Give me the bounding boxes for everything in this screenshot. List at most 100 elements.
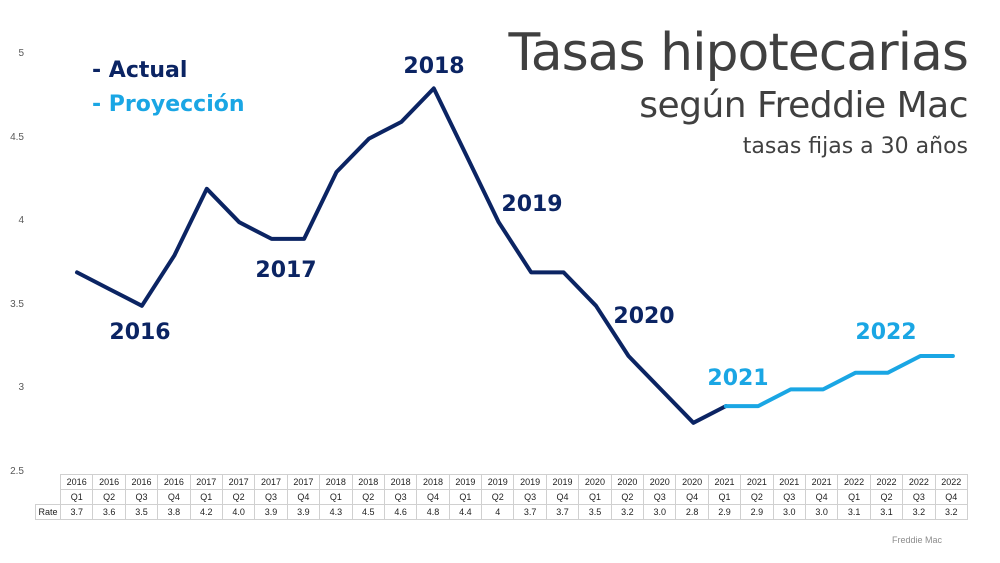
chart-title-block: Tasas hipotecarias según Freddie Mac tas… <box>508 23 969 164</box>
table-cell-rate: 4.5 <box>351 504 385 520</box>
table-cell-quarter: Q3 <box>254 489 288 505</box>
table-cell-year: 2016 <box>92 474 126 490</box>
y-tick-label: 3 <box>18 382 24 394</box>
table-cell-year: 2016 <box>59 474 94 490</box>
table-cell-rate: 3.0 <box>804 504 839 520</box>
table-cell-rate: 3.2 <box>934 504 968 520</box>
table-corner <box>36 475 61 490</box>
table-cell-rate: 3.7 <box>59 504 94 520</box>
y-tick-label: 5 <box>18 48 24 59</box>
table-cell-year: 2016 <box>124 474 159 490</box>
table-cell-year: 2016 <box>157 474 191 490</box>
table-cell-quarter: Q4 <box>286 489 321 505</box>
table-cell-quarter: Q1 <box>448 489 483 505</box>
table-cell-quarter: Q1 <box>189 489 223 505</box>
table-cell-year: 2021 <box>804 474 839 490</box>
table-cell-quarter: Q4 <box>545 489 580 505</box>
table-cell-quarter: Q4 <box>416 489 450 505</box>
table-cell-year: 2018 <box>383 474 418 490</box>
table-cell-year: 2017 <box>254 474 288 490</box>
table-cell-rate: 3.1 <box>837 504 871 520</box>
chart-note: tasas fijas a 30 años <box>742 134 968 159</box>
table-cell-year: 2019 <box>513 474 547 490</box>
table-cell-rate: 4.8 <box>416 504 450 520</box>
table-row-quarter: Q1 Q2 Q3 Q4 Q1 Q2 Q3 Q4 Q1 Q2 Q3 Q4 Q1 Q2 Q3 Q4 Q1 Q2 Q3 Q4… <box>36 489 968 505</box>
table-cell-rate: 2.9 <box>707 504 742 520</box>
table-cell-year: 2017 <box>221 474 256 490</box>
table-cell-quarter: Q3 <box>124 489 159 505</box>
legend: - Actual - Proyección <box>92 54 245 122</box>
chart-subtitle: según Freddie Mac <box>639 85 968 126</box>
table-cell-rate: 3.5 <box>578 504 612 520</box>
table-cell-quarter: Q1 <box>707 489 742 505</box>
projection-series-line <box>723 354 955 409</box>
table-cell-year: 2018 <box>351 474 385 490</box>
table-cell-quarter: Q1 <box>578 489 612 505</box>
source-label: Freddie Mac <box>892 535 943 545</box>
table-cell-year: 2022 <box>934 474 968 490</box>
y-tick-label: 2.5 <box>10 466 24 477</box>
table-cell-year: 2019 <box>545 474 580 490</box>
table-cell-quarter: Q4 <box>934 489 968 505</box>
table-cell-quarter: Q2 <box>92 489 126 505</box>
table-cell-rate: 4.6 <box>383 504 418 520</box>
table-row-label: Rate <box>35 504 61 520</box>
table-cell-quarter: Q4 <box>804 489 839 505</box>
year-annotation: 2021 <box>707 366 769 391</box>
table-cell-rate: 2.8 <box>675 504 709 520</box>
table-cell-rate: 3.8 <box>157 504 191 520</box>
year-annotation: 2018 <box>403 54 465 79</box>
y-tick-label: 4 <box>18 215 24 227</box>
table-cell-year: 2018 <box>319 474 353 490</box>
table-row-rate: Rate 3.7 3.6 3.5 3.8 4.2 4.0 3.9 3.9 4.3 4.5 4.6 4.8… <box>35 504 968 520</box>
table-cell-year: 2020 <box>610 474 645 490</box>
table-cell-rate: 3.2 <box>902 504 936 520</box>
table-cell-rate: 4.3 <box>319 504 353 520</box>
year-annotation: 2017 <box>255 258 317 283</box>
table-cell-quarter: Q1 <box>59 489 94 505</box>
y-tick-label: 3.5 <box>10 298 24 310</box>
table-cell-quarter: Q2 <box>481 489 515 505</box>
table-cell-quarter: Q2 <box>610 489 645 505</box>
table-cell-rate: 3.5 <box>124 504 159 520</box>
table-cell-year: 2019 <box>481 474 515 490</box>
table-cell-rate: 4.2 <box>189 504 223 520</box>
table-cell-year: 2019 <box>448 474 483 490</box>
table-cell-year: 2018 <box>416 474 450 490</box>
table-cell-rate: 3.0 <box>772 504 806 520</box>
table-cell-year: 2020 <box>675 474 709 490</box>
table-cell-rate: 3.1 <box>869 504 904 520</box>
table-cell-year: 2022 <box>902 474 936 490</box>
y-tick-label: 4.5 <box>10 131 24 143</box>
year-annotation: 2016 <box>109 320 171 345</box>
table-cell-rate: 3.7 <box>545 504 580 520</box>
table-cell-quarter: Q3 <box>383 489 418 505</box>
legend-actual: - Actual <box>92 58 188 83</box>
table-cell-year: 2022 <box>869 474 904 490</box>
table-cell-rate: 4.0 <box>221 504 256 520</box>
table-cell-quarter: Q3 <box>902 489 936 505</box>
table-cell-quarter: Q2 <box>351 489 385 505</box>
table-cell-year: 2017 <box>286 474 321 490</box>
table-cell-quarter: Q1 <box>319 489 353 505</box>
table-cell-quarter: Q3 <box>513 489 547 505</box>
table-cell-rate: 3.7 <box>513 504 547 520</box>
table-cell-year: 2017 <box>189 474 223 490</box>
table-cell-quarter: Q2 <box>221 489 256 505</box>
table-cell-year: 2021 <box>707 474 742 490</box>
legend-projection: - Proyección <box>92 92 245 117</box>
table-cell-rate: 3.9 <box>254 504 288 520</box>
table-cell-rate: 3.2 <box>610 504 645 520</box>
table-cell-quarter: Q3 <box>772 489 806 505</box>
year-annotation: 2020 <box>613 304 675 329</box>
table-cell-rate: 3.9 <box>286 504 321 520</box>
actual-series-line <box>75 86 728 425</box>
table-row-year: 2016 2016 2016 2016 2017 2017 2017 2017 2018 2018… <box>36 474 968 490</box>
table-cell-rate: 4 <box>481 504 515 520</box>
table-cell-year: 2021 <box>740 474 774 490</box>
table-cell-rate: 3.6 <box>92 504 126 520</box>
table-cell-quarter: Q2 <box>869 489 904 505</box>
table-cell-quarter: Q4 <box>157 489 191 505</box>
chart-title: Tasas hipotecarias <box>508 23 969 83</box>
